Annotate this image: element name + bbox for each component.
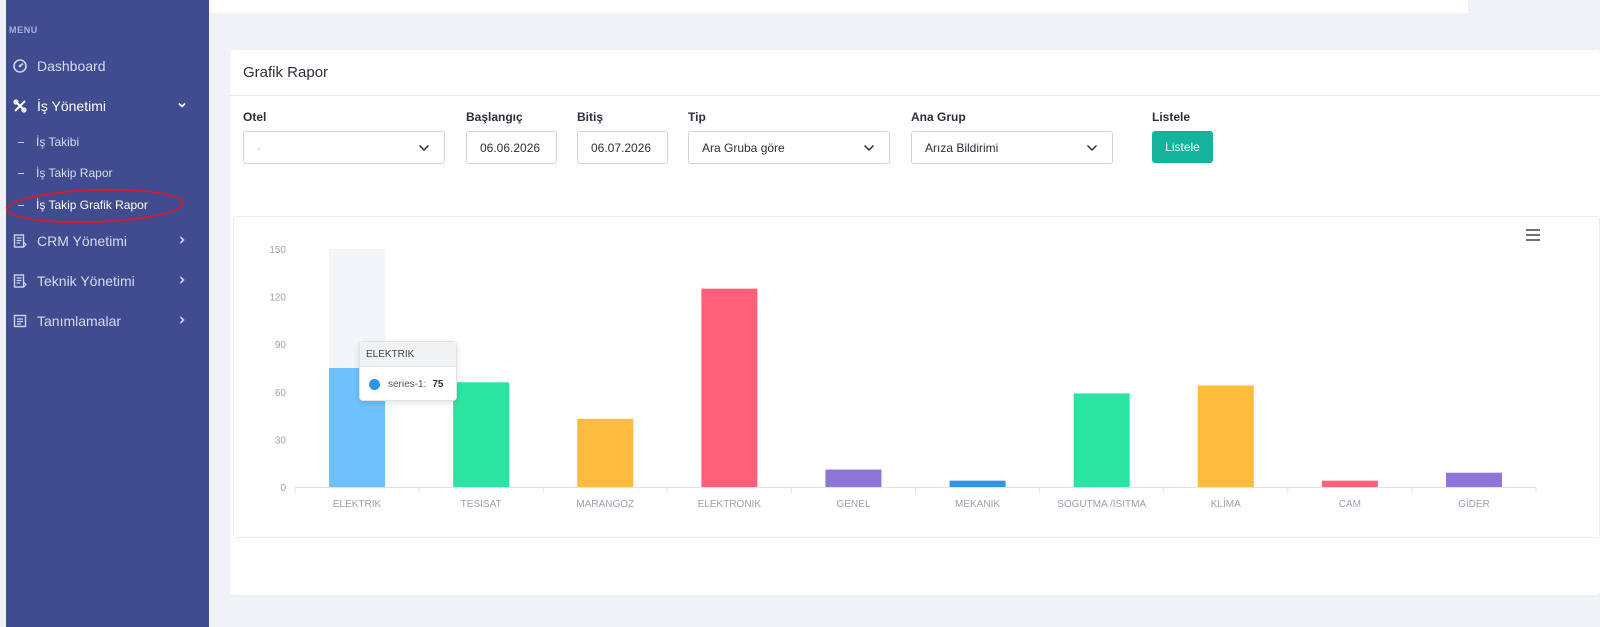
report-card: Grafik Rapor Otel - Başlangıç 06.06.2026… [230, 50, 1600, 595]
list-box-icon [13, 314, 27, 328]
bar[interactable] [577, 418, 634, 487]
ana-grup-select[interactable]: Arıza Bildirimi [911, 131, 1113, 164]
chart-tooltip: ELEKTRIK series-1: 75 [359, 341, 457, 401]
sidebar-subitem-label: İş Takibi [36, 135, 80, 149]
sidebar-subitem-is-takip-grafik-rapor[interactable]: İş Takip Grafik Rapor [6, 193, 209, 217]
x-tick-label: TESISAT [461, 499, 502, 510]
y-tick-label: 60 [275, 388, 287, 399]
sidebar-item-label: Dashboard [37, 58, 106, 74]
x-tick-label: CAM [1339, 499, 1361, 510]
tooltip-series-marker [369, 378, 380, 390]
bitis-date-value: 06.07.2026 [591, 140, 652, 155]
tip-select-value: Ara Gruba göre [702, 140, 785, 155]
page-title: Grafik Rapor [243, 64, 329, 81]
tooltip-series-name: series-1: [388, 378, 427, 390]
y-tick-label: 0 [280, 483, 286, 494]
tools-icon [13, 99, 27, 113]
otel-label: Otel [243, 110, 267, 124]
y-tick-label: 30 [275, 435, 287, 446]
x-tick-label: KLİMA [1211, 497, 1241, 510]
x-tick-label: ELEKTRIK [333, 499, 382, 510]
y-tick-label: 150 [269, 245, 286, 256]
dashboard-gauge-icon [13, 59, 27, 73]
chevron-right-icon [179, 276, 185, 284]
bitis-label: Bitiş [577, 110, 604, 124]
bar[interactable] [949, 480, 1006, 487]
sidebar-subitem-label: İş Takip Rapor [36, 166, 113, 180]
chevron-down-icon [863, 144, 875, 152]
sidebar-item-label: İş Yönetimi [37, 98, 106, 114]
chevron-down-icon [418, 144, 430, 152]
tip-select[interactable]: Ara Gruba göre [688, 131, 890, 164]
document-list-icon [13, 274, 27, 288]
sidebar: MENU Dashboard İş Yönetimi İş Takibi İş … [5, 0, 209, 627]
x-tick-label: MARANGOZ [576, 499, 634, 510]
sidebar-subitem-is-takip-rapor[interactable]: İş Takip Rapor [6, 161, 209, 185]
card-divider [230, 95, 1600, 96]
sidebar-item-crm-yonetimi[interactable]: CRM Yönetimi [6, 226, 209, 256]
tooltip-category: ELEKTRIK [360, 342, 456, 367]
x-tick-label: MEKANIK [955, 499, 1000, 510]
baslangic-label: Başlangıç [466, 110, 523, 124]
ana-grup-label: Ana Grup [911, 110, 966, 124]
x-tick-label: ELEKTRONIK [698, 499, 762, 510]
bar[interactable] [1073, 393, 1130, 487]
document-list-icon [13, 234, 27, 248]
otel-select-value: - [257, 140, 261, 155]
y-tick-label: 120 [269, 293, 286, 304]
sidebar-subitem-is-takibi[interactable]: İş Takibi [6, 130, 209, 154]
x-tick-label: GENEL [836, 499, 870, 510]
tooltip-value: 75 [432, 378, 444, 390]
otel-select[interactable]: - [243, 131, 445, 164]
bitis-date-input[interactable]: 06.07.2026 [577, 131, 668, 164]
sidebar-subitem-label: İş Takip Grafik Rapor [36, 198, 148, 212]
baslangic-date-input[interactable]: 06.06.2026 [466, 131, 557, 164]
x-tick-label: GİDER [1458, 497, 1490, 510]
chevron-right-icon [179, 236, 185, 244]
sidebar-item-is-yonetimi[interactable]: İş Yönetimi [6, 91, 209, 121]
bar[interactable] [453, 382, 510, 487]
sidebar-item-label: Teknik Yönetimi [37, 273, 135, 289]
chevron-right-icon [179, 316, 185, 324]
y-tick-label: 90 [275, 340, 287, 351]
bar[interactable] [1445, 472, 1502, 487]
sidebar-item-tanimlamalar[interactable]: Tanımlamalar [6, 306, 209, 336]
chevron-down-icon [1086, 144, 1098, 152]
bar-chart: 0 30 60 90 120 150 ELEKTRIK TESISAT MARANGOZ ELEK… [233, 216, 1600, 538]
x-tick-label: SOGUTMA /ISITMA [1057, 499, 1146, 510]
listele-button[interactable]: Listele [1152, 131, 1213, 163]
menu-label: MENU [9, 25, 38, 35]
bar[interactable] [701, 288, 758, 487]
bar[interactable] [1197, 385, 1254, 487]
ana-grup-select-value: Arıza Bildirimi [925, 140, 999, 155]
sidebar-item-teknik-yonetimi[interactable]: Teknik Yönetimi [6, 266, 209, 296]
sidebar-item-dashboard[interactable]: Dashboard [6, 51, 209, 81]
sidebar-item-label: Tanımlamalar [37, 313, 122, 329]
tip-label: Tip [688, 110, 706, 124]
listele-label: Listele [1152, 110, 1191, 124]
baslangic-date-value: 06.06.2026 [480, 140, 541, 155]
chevron-down-icon [178, 102, 186, 108]
sidebar-item-label: CRM Yönetimi [37, 233, 127, 249]
bar[interactable] [825, 469, 882, 487]
chart-menu-icon[interactable] [1526, 229, 1540, 241]
top-bar [209, 0, 1468, 13]
bar[interactable] [1321, 480, 1378, 487]
